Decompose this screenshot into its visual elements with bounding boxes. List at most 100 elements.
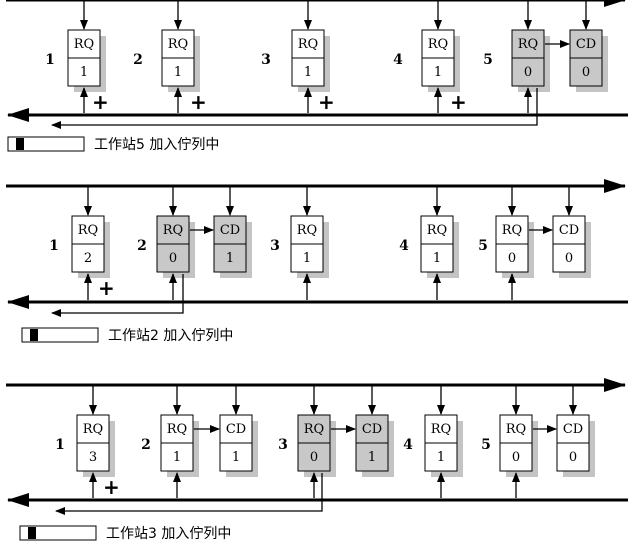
rq-counter-box-label: RQ: [297, 223, 317, 238]
rq-counter-box: RQ 2: [71, 215, 110, 278]
queue-indicator-frame: [19, 525, 97, 541]
panel-caption: 工作站2 加入佇列中: [108, 328, 233, 344]
rq-counter-box-label: RQ: [427, 223, 447, 238]
station-4: 4 RQ 1: [403, 386, 463, 498]
rq-counter-box-value: 1: [80, 65, 88, 80]
station-number: 5: [483, 52, 493, 68]
cd-counter-box-label: CD: [576, 37, 596, 52]
station-number: 2: [133, 52, 143, 68]
station-2: 2 RQ 1 CD 1: [141, 386, 258, 498]
rq-counter-box-value: 1: [173, 450, 181, 465]
queue-indicator-frame: [21, 327, 99, 343]
rq-counter-box-label: RQ: [502, 223, 522, 238]
station-number: 3: [261, 52, 271, 68]
rq-counter-box-value: 1: [304, 65, 312, 80]
station-1: 1 RQ 1 +: [45, 1, 109, 114]
station-3: 3 RQ 1 +: [261, 1, 335, 114]
cd-counter-box: CD 1: [355, 414, 394, 477]
rq-counter-box-value: 3: [89, 450, 97, 465]
request-loop-arrow: [51, 88, 538, 129]
station-number: 5: [481, 437, 491, 453]
rq-counter-box: RQ 0: [511, 29, 550, 92]
cd-counter-box-label: CD: [559, 223, 579, 238]
cd-counter-box-label: CD: [362, 422, 382, 437]
rq-counter-box-label: RQ: [167, 422, 187, 437]
rq-counter-box-label: RQ: [168, 37, 188, 52]
rq-counter-box-label: RQ: [304, 422, 324, 437]
rq-counter-box-value: 0: [524, 65, 532, 80]
station-number: 4: [403, 437, 413, 453]
station-number: 4: [399, 238, 409, 254]
cd-counter-box: CD 1: [213, 215, 252, 278]
cd-counter-box-label: CD: [226, 422, 246, 437]
rq-counter-box: RQ 1: [160, 414, 199, 477]
station-number: 5: [478, 238, 488, 254]
rq-counter-box: RQ 1: [424, 414, 463, 477]
rq-counter-box-label: RQ: [506, 422, 526, 437]
station-3: 3 RQ 0 CD 1: [278, 386, 394, 498]
station-number: 2: [137, 238, 147, 254]
increment-plus: +: [190, 90, 207, 114]
increment-plus: +: [92, 90, 109, 114]
station-4: 4 RQ 1: [399, 187, 459, 300]
increment-plus: +: [318, 90, 335, 114]
queue-indicator-mark: [16, 138, 24, 150]
station-4: 4 RQ 1 +: [393, 1, 467, 114]
station-number: 3: [270, 238, 280, 254]
rq-counter-box-label: RQ: [428, 37, 448, 52]
station-5: 5 RQ 0 CD 0: [483, 1, 608, 113]
station-number: 2: [141, 437, 151, 453]
rq-counter-box-value: 1: [434, 65, 442, 80]
panel-1: 1 RQ 1 +2 RQ 1 +3 RQ 1 +4 RQ 1 +5 RQ 0 CD 0 工作站5 加入佇列中: [6, 0, 628, 153]
rq-counter-box-value: 1: [437, 450, 445, 465]
station-2: 2 RQ 1 +: [133, 1, 207, 114]
rq-counter-box-value: 1: [433, 251, 441, 266]
rq-counter-box-label: RQ: [298, 37, 318, 52]
cd-counter-box-value: 0: [565, 251, 573, 266]
queue-indicator-mark: [28, 527, 36, 539]
station-2: 2 RQ 0 CD 1: [137, 187, 252, 300]
cd-counter-box-value: 1: [368, 450, 376, 465]
rq-counter-box-label: RQ: [518, 37, 538, 52]
cd-counter-box: CD 0: [569, 29, 608, 92]
rq-counter-box: RQ 0: [495, 215, 534, 278]
rq-counter-box-value: 0: [310, 450, 318, 465]
rq-counter-box-label: RQ: [78, 223, 98, 238]
rq-counter-box: RQ 1: [161, 29, 200, 92]
queue-indicator: [19, 525, 97, 541]
station-number: 1: [55, 437, 65, 453]
rq-counter-box: RQ 0: [156, 215, 195, 278]
rq-counter-box-value: 1: [303, 251, 311, 266]
rq-counter-box-label: RQ: [163, 223, 183, 238]
cd-counter-box: CD 0: [552, 215, 591, 278]
station-3: 3 RQ 1: [270, 187, 329, 300]
station-number: 4: [393, 52, 403, 68]
rq-counter-box: RQ 1: [421, 29, 460, 92]
request-loop-arrow: [51, 274, 184, 317]
panel-caption: 工作站5 加入佇列中: [94, 137, 219, 153]
panel-3: 1 RQ 3 +2 RQ 1 CD 1 3 RQ 0 CD 1 4 RQ 1 5 RQ 0 CD 0 工作站3 加入佇列中: [6, 378, 628, 542]
rq-counter-box: RQ 1: [291, 29, 330, 92]
rq-counter-box: RQ 0: [499, 414, 538, 477]
queue-indicator-frame: [7, 136, 85, 152]
station-number: 3: [278, 437, 288, 453]
cd-counter-box-label: CD: [220, 223, 240, 238]
queue-indicator: [21, 327, 99, 343]
station-5: 5 RQ 0 CD 0: [481, 386, 595, 498]
cd-counter-box-value: 1: [232, 450, 240, 465]
queue-indicator-mark: [30, 329, 38, 341]
panel-caption: 工作站3 加入佇列中: [106, 526, 231, 542]
rq-counter-box-value: 0: [169, 251, 177, 266]
increment-plus: +: [450, 90, 467, 114]
rq-counter-box-value: 0: [508, 251, 516, 266]
cd-counter-box-value: 1: [226, 251, 234, 266]
panel-2: 1 RQ 2 +2 RQ 0 CD 1 3 RQ 1 4 RQ 1 5 RQ 0 CD 0 工作站2 加入佇列中: [6, 179, 628, 344]
rq-counter-box: RQ 1: [420, 215, 459, 278]
cd-counter-box: CD 1: [219, 414, 258, 477]
cd-counter-box: CD 0: [556, 414, 595, 477]
rq-counter-box: RQ 3: [76, 414, 115, 477]
rq-counter-box: RQ 1: [290, 215, 329, 278]
request-loop-arrow: [55, 473, 323, 515]
station-1: 1 RQ 3 +: [55, 386, 120, 499]
